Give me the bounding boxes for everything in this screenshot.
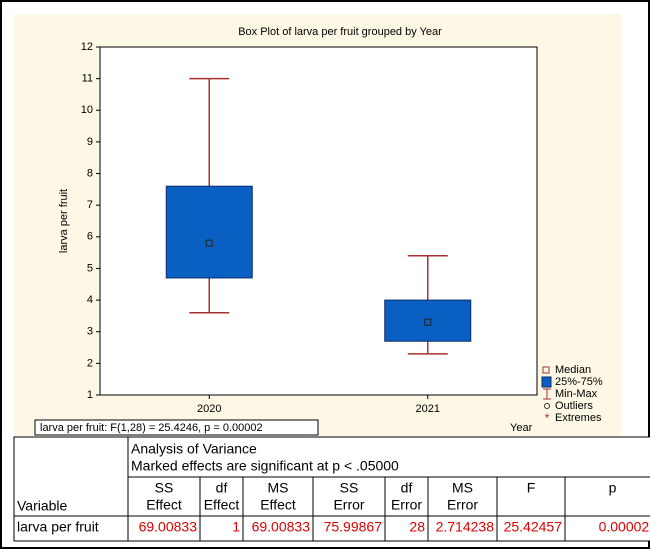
legend-swatch bbox=[543, 388, 551, 400]
y-tick-label: 10 bbox=[81, 104, 93, 116]
cell: 69.00833 bbox=[139, 519, 198, 535]
cell: 28 bbox=[409, 519, 425, 535]
cell: 2.714238 bbox=[436, 519, 495, 535]
legend-swatch: * bbox=[545, 411, 550, 425]
y-tick-label: 3 bbox=[87, 326, 93, 338]
legend-swatch bbox=[542, 366, 550, 374]
median bbox=[205, 239, 213, 247]
column-header: Error bbox=[391, 497, 422, 513]
y-tick-label: 6 bbox=[87, 231, 93, 243]
x-tick-label: 2021 bbox=[416, 403, 440, 415]
legend-label: Median bbox=[555, 364, 591, 376]
column-header: Effect bbox=[260, 497, 296, 513]
x-axis-label: Year bbox=[510, 422, 533, 434]
column-header: Error bbox=[333, 497, 364, 513]
table-border bbox=[13, 436, 650, 542]
column-header: MS bbox=[452, 480, 473, 496]
y-tick-label: 4 bbox=[87, 294, 93, 306]
plot-area bbox=[99, 46, 538, 396]
legend-label: Extremes bbox=[555, 412, 602, 424]
annotation-box bbox=[34, 419, 319, 436]
cell: 75.99867 bbox=[324, 519, 383, 535]
table-subtitle: Marked effects are significant at p < .0… bbox=[131, 458, 399, 474]
column-header: df bbox=[401, 480, 413, 496]
chart-title: Box Plot of larva per fruit grouped by Y… bbox=[238, 26, 442, 38]
box bbox=[165, 185, 253, 279]
cell: 69.00833 bbox=[252, 519, 311, 535]
y-tick-label: 11 bbox=[82, 73, 93, 85]
y-tick-label: 7 bbox=[87, 199, 93, 211]
column-header: df bbox=[216, 480, 228, 496]
column-header: Error bbox=[447, 497, 478, 513]
legend-swatch bbox=[541, 376, 552, 388]
column-header: Effect bbox=[204, 497, 240, 513]
table-title: Analysis of Variance bbox=[131, 441, 257, 457]
legend-swatch bbox=[544, 403, 550, 409]
variable-header: Variable bbox=[17, 498, 68, 514]
box bbox=[384, 299, 472, 342]
legend-label: Min-Max bbox=[555, 388, 598, 400]
cell: 1 bbox=[232, 519, 240, 535]
column-header: p bbox=[609, 480, 617, 496]
column-header: SS bbox=[340, 480, 359, 496]
y-tick-label: 12 bbox=[81, 41, 93, 53]
y-tick-label: 9 bbox=[87, 136, 93, 148]
column-header: F bbox=[527, 480, 536, 496]
y-tick-label: 1 bbox=[87, 389, 93, 401]
y-axis-label: larva per fruit bbox=[58, 189, 70, 253]
cell: 25.42457 bbox=[504, 519, 563, 535]
annotation: larva per fruit: F(1,28) = 25.4246, p = … bbox=[40, 422, 263, 434]
row-label: larva per fruit bbox=[17, 519, 99, 535]
column-header: Effect bbox=[146, 497, 182, 513]
median bbox=[424, 318, 432, 326]
column-header: SS bbox=[155, 480, 174, 496]
legend-label: Outliers bbox=[555, 400, 593, 412]
y-tick-label: 5 bbox=[87, 262, 93, 274]
y-tick-label: 2 bbox=[87, 357, 93, 369]
cell: 0.000025 bbox=[599, 519, 650, 535]
legend-label: 25%-75% bbox=[555, 376, 603, 388]
x-tick-label: 2020 bbox=[197, 403, 221, 415]
column-header: MS bbox=[268, 480, 289, 496]
y-tick-label: 8 bbox=[87, 167, 93, 179]
